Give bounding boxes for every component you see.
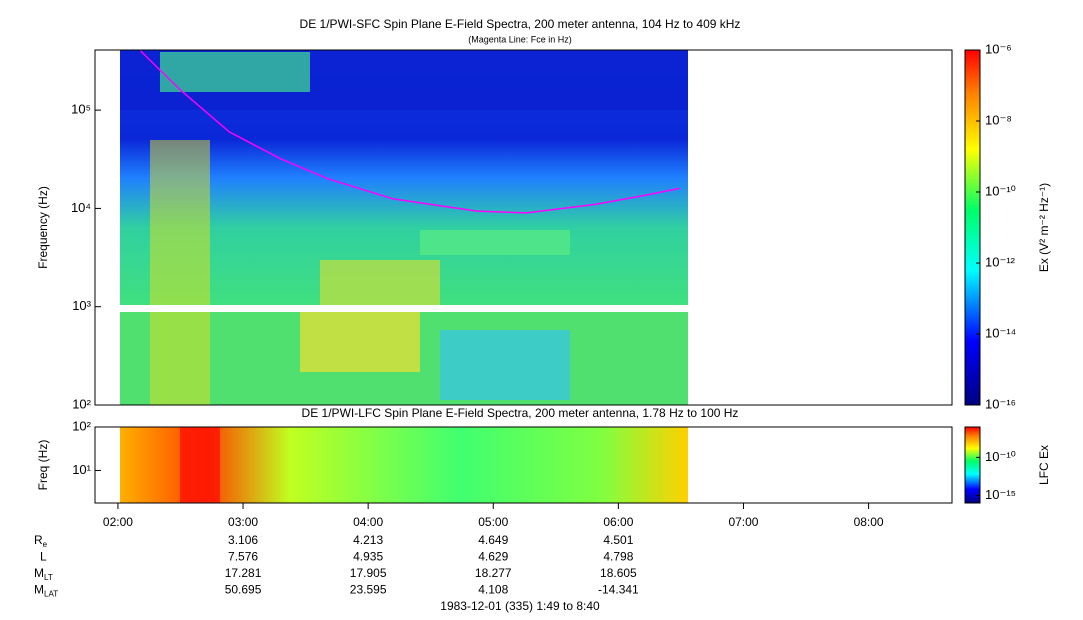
spectrogram-image xyxy=(120,50,688,503)
row-label: MLT xyxy=(34,566,53,582)
x-tick-label: 06:00 xyxy=(603,515,633,529)
ephemeris-value: 4.629 xyxy=(478,550,508,564)
plot-frame xyxy=(94,426,953,504)
x-tick-label: 08:00 xyxy=(854,515,884,529)
colorbar-tick-label: 10⁻¹⁵ xyxy=(985,487,1016,502)
row-label: Re xyxy=(34,533,48,549)
y-tick-label: 10¹ xyxy=(72,462,91,477)
ephemeris-value: 4.935 xyxy=(353,550,383,564)
plot-frame xyxy=(94,49,953,406)
colorbar-label: LFC Ex xyxy=(1037,445,1051,485)
ephemeris-value: 18.605 xyxy=(600,566,637,580)
row-label: MLAT xyxy=(34,583,58,599)
colorbar xyxy=(964,426,981,504)
footer: 1983-12-01 (335) 1:49 to 8:40 xyxy=(440,599,600,613)
colorbar-tick-label: 10⁻¹² xyxy=(985,254,1016,269)
row-label-sub: e xyxy=(43,540,48,549)
colorbar-label: Ex (V² m⁻² Hz⁻¹) xyxy=(1037,183,1051,272)
row-label-sub: LAT xyxy=(44,590,58,599)
gap-band xyxy=(120,305,688,312)
colorbar xyxy=(964,49,981,406)
y-axis-label: Freq (Hz) xyxy=(36,440,50,491)
row-label-main: L xyxy=(40,550,47,564)
colorbar-tick-label: 10⁻⁶ xyxy=(985,41,1012,56)
colorbar-tick-label: 10⁻¹⁶ xyxy=(985,396,1016,411)
y-tick-label: 10² xyxy=(72,418,91,433)
ephemeris-value: -14.341 xyxy=(598,583,639,597)
x-tick-label: 04:00 xyxy=(353,515,383,529)
row-label: L xyxy=(40,550,47,564)
y-tick-label: 10⁵ xyxy=(71,102,91,117)
row-label-main: M xyxy=(34,566,44,580)
colorbar-tick-label: 10⁻¹⁰ xyxy=(985,449,1016,464)
ephemeris-value: 4.108 xyxy=(478,583,508,597)
subtitle: (Magenta Line: Fce in Hz) xyxy=(468,34,572,44)
row-label-sub: LT xyxy=(44,573,53,582)
ephemeris-value: 50.695 xyxy=(225,583,262,597)
ephemeris-value: 18.277 xyxy=(475,566,512,580)
ephemeris-value: 4.501 xyxy=(603,533,633,547)
x-tick-label: 02:00 xyxy=(103,515,133,529)
y-tick-label: 10⁴ xyxy=(71,200,91,215)
ephemeris-value: 17.905 xyxy=(350,566,387,580)
y-tick-label: 10² xyxy=(72,396,91,411)
ephemeris-value: 17.281 xyxy=(225,566,262,580)
x-tick-label: 05:00 xyxy=(478,515,508,529)
y-tick-label: 10³ xyxy=(72,298,91,313)
row-label-main: R xyxy=(34,533,43,547)
y-axis-label: Frequency (Hz) xyxy=(36,186,50,269)
ephemeris-value: 4.798 xyxy=(603,550,633,564)
x-tick-label: 07:00 xyxy=(728,515,758,529)
ephemeris-value: 4.213 xyxy=(353,533,383,547)
colorbar-tick-label: 10⁻¹⁰ xyxy=(985,183,1016,198)
ephemeris-value: 23.595 xyxy=(350,583,387,597)
ephemeris-value: 4.649 xyxy=(478,533,508,547)
title: DE 1/PWI-LFC Spin Plane E-Field Spectra,… xyxy=(302,406,739,420)
x-tick-label: 03:00 xyxy=(228,515,258,529)
row-label-main: M xyxy=(34,583,44,597)
colorbar-tick-label: 10⁻⁸ xyxy=(985,112,1012,127)
title: DE 1/PWI-SFC Spin Plane E-Field Spectra,… xyxy=(300,17,741,31)
ephemeris-value: 7.576 xyxy=(228,550,258,564)
ephemeris-value: 3.106 xyxy=(228,533,258,547)
fce-line xyxy=(139,50,680,214)
colorbar-tick-label: 10⁻¹⁴ xyxy=(985,325,1016,340)
